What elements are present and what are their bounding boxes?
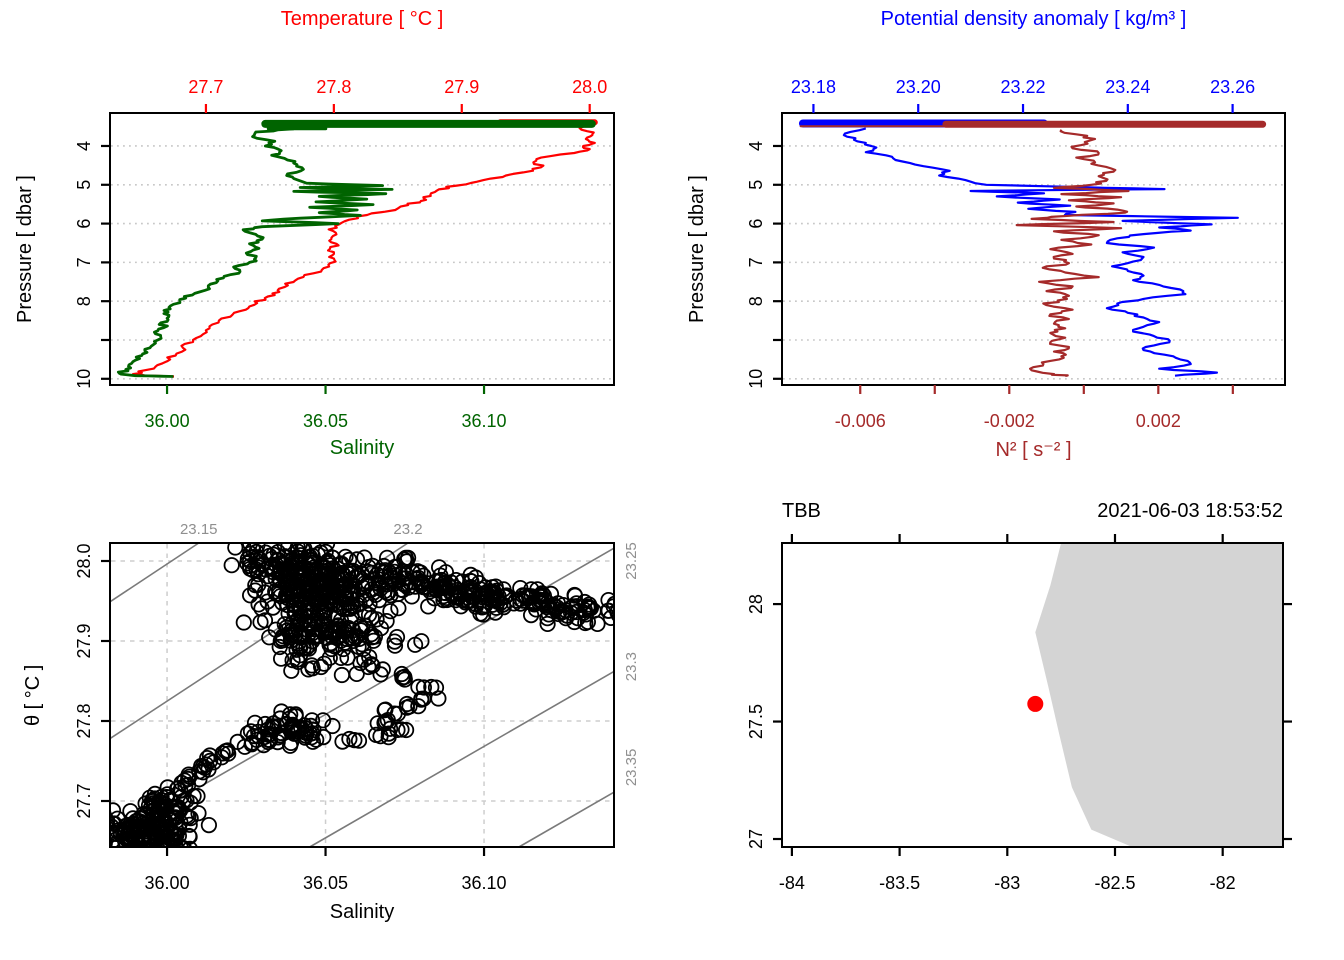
map-contents bbox=[1027, 543, 1283, 847]
y-axis-right bbox=[1283, 602, 1292, 841]
profile-curves bbox=[116, 119, 598, 378]
svg-text:7: 7 bbox=[74, 257, 94, 267]
x-axis-top: 23.18 23.20 23.22 23.24 23.26 bbox=[791, 77, 1255, 113]
svg-text:23.35: 23.35 bbox=[623, 749, 640, 787]
svg-text:-82: -82 bbox=[1210, 873, 1236, 893]
ts-scatter-points bbox=[110, 543, 614, 847]
n2-axis-title: N² [ s⁻² ] bbox=[995, 439, 1072, 461]
x-axis-top bbox=[790, 534, 1224, 543]
svg-text:-0.002: -0.002 bbox=[984, 411, 1035, 431]
svg-text:4: 4 bbox=[74, 141, 94, 151]
pressure-axis-title-left-panel: Pressure [ dbar ] bbox=[14, 175, 36, 323]
svg-text:27.8: 27.8 bbox=[316, 77, 351, 97]
svg-text:23.24: 23.24 bbox=[1105, 77, 1150, 97]
svg-text:8: 8 bbox=[74, 296, 94, 306]
density-axis-title: Potential density anomaly [ kg/m³ ] bbox=[880, 8, 1187, 30]
svg-text:23.20: 23.20 bbox=[896, 77, 941, 97]
svg-text:27.5: 27.5 bbox=[746, 704, 766, 739]
salinity-axis-title-ts-panel: Salinity bbox=[329, 901, 395, 923]
svg-text:23.18: 23.18 bbox=[791, 77, 836, 97]
svg-text:5: 5 bbox=[74, 180, 94, 190]
pressure-axis-title-right-panel: Pressure [ dbar ] bbox=[686, 175, 708, 323]
salinity-axis-title-top-panel: Salinity bbox=[329, 437, 395, 459]
svg-text:27.7: 27.7 bbox=[188, 77, 223, 97]
svg-text:36.05: 36.05 bbox=[303, 411, 348, 431]
panel-frame bbox=[781, 112, 1286, 386]
svg-text:8: 8 bbox=[746, 296, 766, 306]
svg-text:6: 6 bbox=[746, 219, 766, 229]
svg-text:-83: -83 bbox=[994, 873, 1020, 893]
svg-text:36.00: 36.00 bbox=[145, 411, 190, 431]
svg-text:-0.006: -0.006 bbox=[835, 411, 886, 431]
svg-text:23.22: 23.22 bbox=[1000, 77, 1045, 97]
svg-text:23.25: 23.25 bbox=[623, 542, 640, 580]
panel-frame bbox=[109, 542, 615, 848]
svg-text:23.26: 23.26 bbox=[1210, 77, 1255, 97]
x-axis-bottom: -0.006 -0.002 0.002 bbox=[835, 385, 1234, 431]
theta-axis-title: θ [ °C ] bbox=[22, 664, 44, 726]
x-axis-bottom: -84 -83.5 -83 -82.5 -82 bbox=[779, 847, 1236, 893]
svg-text:27.9: 27.9 bbox=[444, 77, 479, 97]
svg-text:-83.5: -83.5 bbox=[879, 873, 920, 893]
svg-text:36.05: 36.05 bbox=[303, 873, 348, 893]
y-axis-left: 27.7 27.8 27.9 28.0 bbox=[74, 543, 110, 819]
svg-text:5: 5 bbox=[746, 180, 766, 190]
svg-text:28: 28 bbox=[746, 594, 766, 614]
svg-text:4: 4 bbox=[746, 141, 766, 151]
panel-frame bbox=[109, 112, 615, 386]
panel-station-map: -84 -83.5 -83 -82.5 -82 27 27.5 28 bbox=[746, 534, 1292, 893]
svg-text:28.0: 28.0 bbox=[74, 543, 94, 578]
station-name-label: TBB bbox=[782, 500, 821, 522]
y-axis-left: 27 27.5 28 bbox=[746, 594, 782, 849]
x-axis-top: 27.7 27.8 27.9 28.0 bbox=[188, 77, 607, 113]
panel-density-n2: 23.18 23.20 23.22 23.24 23.26 -0.006 -0.002 0.0… bbox=[746, 77, 1286, 431]
panel-temperature-salinity: 27.7 27.8 27.9 28.0 36.00 36.05 36.10 4 5 6 7 8 10 bbox=[74, 77, 615, 431]
panel-ts-diagram: 23.15 23.2 23.25 23.3 23.35 36.00 36.05 36.10 27… bbox=[74, 521, 640, 893]
svg-text:10: 10 bbox=[74, 369, 94, 389]
x-axis-bottom: 36.00 36.05 36.10 bbox=[145, 847, 507, 893]
svg-text:36.10: 36.10 bbox=[462, 873, 507, 893]
land-polygon bbox=[1035, 543, 1283, 847]
y-axis-left: 4 5 6 7 8 10 bbox=[746, 141, 782, 389]
svg-text:-84: -84 bbox=[779, 873, 805, 893]
station-location-dot bbox=[1027, 695, 1044, 712]
svg-text:27.8: 27.8 bbox=[74, 703, 94, 738]
svg-text:27: 27 bbox=[746, 829, 766, 849]
svg-text:7: 7 bbox=[746, 257, 766, 267]
svg-text:23.2: 23.2 bbox=[393, 521, 422, 538]
svg-text:23.15: 23.15 bbox=[180, 521, 218, 538]
salinity-profile-line bbox=[116, 127, 394, 378]
panel-frame bbox=[781, 542, 1284, 848]
x-axis-bottom: 36.00 36.05 36.10 bbox=[145, 385, 507, 431]
density-profile-line bbox=[842, 127, 1239, 377]
n2-profile-line bbox=[1015, 129, 1130, 378]
svg-text:36.00: 36.00 bbox=[145, 873, 190, 893]
svg-text:0.002: 0.002 bbox=[1136, 411, 1181, 431]
svg-text:28.0: 28.0 bbox=[572, 77, 607, 97]
svg-text:10: 10 bbox=[746, 369, 766, 389]
cast-datetime-label: 2021-06-03 18:53:52 bbox=[1097, 500, 1283, 522]
temperature-axis-title: Temperature [ °C ] bbox=[280, 8, 444, 30]
profile-curves bbox=[798, 119, 1267, 378]
temperature-profile-line bbox=[131, 125, 596, 378]
svg-text:27.9: 27.9 bbox=[74, 623, 94, 658]
svg-text:6: 6 bbox=[74, 219, 94, 229]
svg-text:23.3: 23.3 bbox=[623, 652, 640, 681]
svg-text:-82.5: -82.5 bbox=[1094, 873, 1135, 893]
svg-text:36.10: 36.10 bbox=[462, 411, 507, 431]
svg-text:27.7: 27.7 bbox=[74, 783, 94, 818]
y-axis-left: 4 5 6 7 8 10 bbox=[74, 141, 110, 389]
